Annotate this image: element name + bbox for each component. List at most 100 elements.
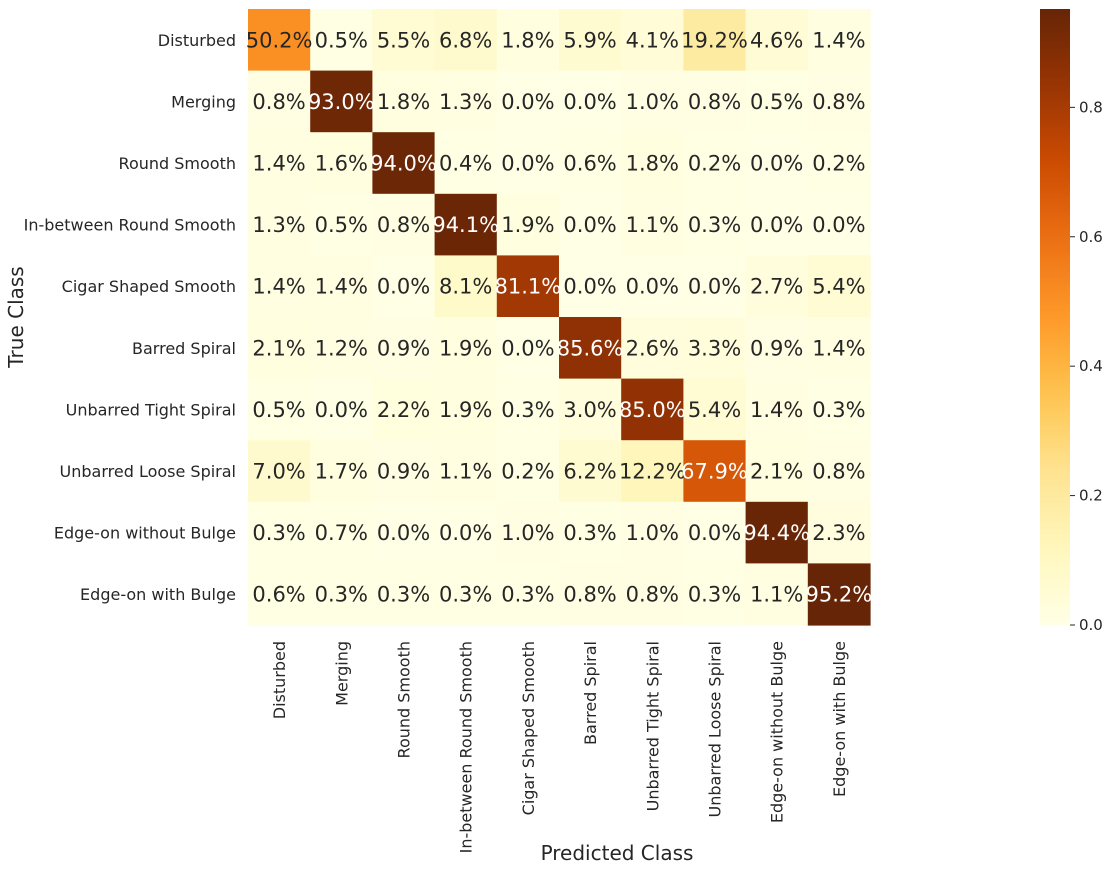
heatmap-cell-label: 1.8%: [501, 28, 554, 52]
y-axis-title: True Class: [4, 266, 28, 368]
heatmap-cell-label: 0.0%: [626, 275, 679, 299]
heatmap-cell-label: 0.0%: [750, 213, 803, 237]
x-tick-label-barred-spiral: Barred Spiral: [581, 641, 600, 745]
heatmap-cell: [745, 440, 809, 503]
heatmap-cell: [248, 9, 311, 72]
heatmap-cell-label: 0.0%: [501, 90, 554, 114]
heatmap-cell-label: 2.1%: [750, 460, 803, 484]
heatmap-cell: [372, 9, 436, 72]
heatmap-cell-label: 0.5%: [315, 213, 368, 237]
heatmap-cell-label: 0.9%: [750, 336, 803, 360]
heatmap-cell-label: 1.1%: [439, 460, 492, 484]
heatmap-cell: [434, 70, 498, 133]
heatmap-cell-label: 6.8%: [439, 28, 492, 52]
heatmap-cell-label: 8.1%: [439, 275, 492, 299]
heatmap-cell: [248, 501, 311, 564]
heatmap-cell: [683, 255, 747, 318]
x-tick-label-disturbed: Disturbed: [270, 641, 289, 719]
heatmap-cell: [434, 255, 498, 318]
heatmap-cell: [372, 132, 436, 195]
heatmap-cell: [310, 317, 373, 380]
heatmap-cell-label: 4.1%: [626, 28, 679, 52]
heatmap-cell-label: 0.3%: [315, 583, 368, 607]
heatmap-cell: [496, 378, 560, 441]
y-tick-label-unbarred-tight-spiral: Unbarred Tight Spiral: [66, 400, 236, 419]
heatmap-cell: [621, 317, 684, 380]
x-tick-label-edge-on-with-bulge: Edge-on with Bulge: [830, 641, 849, 797]
y-tick-label-edge-on-without-bulge: Edge-on without Bulge: [54, 524, 236, 543]
heatmap-cell-label: 85.0%: [619, 398, 686, 422]
heatmap-cell-label: 1.0%: [501, 521, 554, 545]
heatmap-cell-label: 0.3%: [563, 521, 616, 545]
heatmap-cell-label: 0.8%: [563, 583, 616, 607]
heatmap-cell: [496, 193, 560, 256]
heatmap-cell: [310, 9, 373, 72]
heatmap-cell: [372, 378, 436, 441]
heatmap-cell-label: 1.9%: [439, 336, 492, 360]
x-tick-label-merging: Merging: [332, 641, 351, 706]
heatmap-cell-label: 1.1%: [626, 213, 679, 237]
heatmap-cell-label: 2.7%: [750, 275, 803, 299]
heatmap-cell-label: 0.8%: [626, 583, 679, 607]
heatmap-cell: [434, 317, 498, 380]
heatmap-cell-label: 0.9%: [377, 460, 430, 484]
heatmap-cell: [372, 501, 436, 564]
heatmap-cell-label: 7.0%: [252, 460, 305, 484]
heatmap-cell-label: 0.0%: [377, 521, 430, 545]
heatmap-cell-label: 3.0%: [563, 398, 616, 422]
heatmap-cell: [372, 440, 436, 503]
heatmap-cell-label: 1.4%: [252, 275, 305, 299]
heatmap-cell: [248, 440, 311, 503]
colorbar-tick-label: 0.8: [1079, 98, 1103, 116]
heatmap-cell-label: 1.4%: [750, 398, 803, 422]
heatmap-cell: [248, 70, 311, 133]
heatmap-cell-label: 1.6%: [315, 152, 368, 176]
y-tick-label-in-between-round-smooth: In-between Round Smooth: [24, 216, 236, 235]
heatmap-cell: [807, 317, 871, 380]
x-tick-label-unbarred-loose-spiral: Unbarred Loose Spiral: [706, 641, 725, 817]
heatmap-cell: [807, 193, 871, 256]
heatmap-cell-label: 94.4%: [743, 521, 810, 545]
heatmap-cell-label: 0.7%: [315, 521, 368, 545]
y-tick-label-cigar-shaped-smooth: Cigar Shaped Smooth: [62, 277, 236, 296]
heatmap-cell: [621, 501, 684, 564]
heatmap-cell: [434, 501, 498, 564]
heatmap-cell: [559, 9, 622, 72]
heatmap-cell: [559, 563, 622, 626]
heatmap-cell-label: 2.1%: [252, 336, 305, 360]
heatmap-cell: [559, 317, 622, 380]
heatmap-cells: [248, 9, 871, 626]
heatmap-cell: [310, 132, 373, 195]
heatmap-cell-label: 0.9%: [377, 336, 430, 360]
heatmap-cell: [621, 255, 684, 318]
heatmap-cell-label: 0.5%: [252, 398, 305, 422]
heatmap-cell-label: 0.0%: [688, 521, 741, 545]
heatmap-cell: [621, 132, 684, 195]
colorbar-ticks: 0.0 0.2 0.4 0.6 0.8: [1070, 98, 1103, 634]
heatmap-cell-label: 0.0%: [501, 152, 554, 176]
heatmap-cell-label: 1.9%: [439, 398, 492, 422]
heatmap-cell: [248, 378, 311, 441]
heatmap-cell-label: 2.3%: [812, 521, 865, 545]
colorbar-tick-label: 0.0: [1079, 616, 1103, 634]
heatmap-cell: [496, 70, 560, 133]
heatmap-cell: [807, 9, 871, 72]
heatmap-cell: [496, 563, 560, 626]
heatmap-cell: [559, 193, 622, 256]
heatmap-cell: [621, 563, 684, 626]
heatmap-cell: [745, 563, 809, 626]
heatmap-cell: [434, 563, 498, 626]
heatmap-cell: [496, 440, 560, 503]
heatmap-cell-label: 2.2%: [377, 398, 430, 422]
y-tick-label-unbarred-loose-spiral: Unbarred Loose Spiral: [60, 462, 236, 481]
heatmap-cell-label: 1.2%: [315, 336, 368, 360]
heatmap-cell: [310, 378, 373, 441]
heatmap-cell-label: 94.1%: [432, 213, 499, 237]
heatmap-cell: [559, 378, 622, 441]
heatmap-cell-label: 0.6%: [563, 152, 616, 176]
colorbar: [1040, 9, 1070, 625]
heatmap-cell-label: 0.3%: [252, 521, 305, 545]
heatmap-cell-label: 6.2%: [563, 460, 616, 484]
heatmap-cell: [683, 440, 747, 503]
